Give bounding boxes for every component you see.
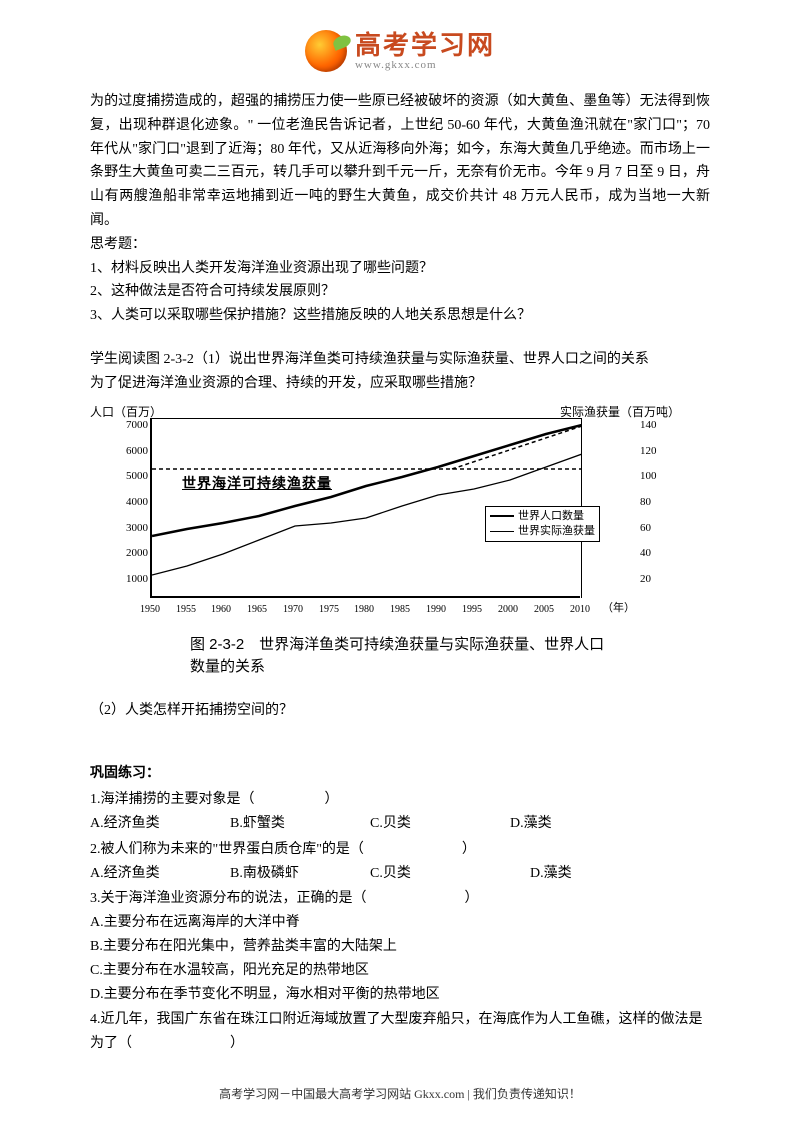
y-tick-r: 80 [640, 493, 670, 512]
practice-stem: 2.被人们称为未来的"世界蛋白质仓库"的是（ ） [90, 838, 710, 862]
chart-2-3-2: 人口（百万） 实际渔获量（百万吨） 世界海洋可持续渔获量 世界人口数量 世界实际… [90, 402, 620, 632]
question-sub-2: （2）人类怎样开拓捕捞空间的？ [90, 699, 710, 723]
practice-item-1: 1.海洋捕捞的主要对象是（ ） A.经济鱼类 B.虾蟹类 C.贝类 D.藻类 [90, 788, 710, 836]
y-tick-r: 100 [640, 467, 670, 486]
logo-icon [305, 30, 347, 72]
practice-stem: 1.海洋捕捞的主要对象是（ ） [90, 788, 710, 812]
x-tick: 1955 [176, 601, 196, 618]
practice-section: 巩固练习： 1.海洋捕捞的主要对象是（ ） A.经济鱼类 B.虾蟹类 C.贝类 … [90, 762, 710, 1056]
question-3: 3、人类可以采取哪些保护措施？这些措施反映的人地关系思想是什么？ [90, 304, 710, 328]
x-tick: 2005 [534, 601, 554, 618]
reading-line-2: 为了促进海洋渔业资源的合理、持续的开发，应采取哪些措施？ [90, 372, 710, 396]
option-d: D.藻类 [530, 862, 650, 886]
sustainable-line-label: 世界海洋可持续渔获量 [182, 472, 332, 496]
question-2: 2、这种做法是否符合可持续发展原则？ [90, 280, 710, 304]
reading-line-1: 学生阅读图 2-3-2（1）说出世界海洋鱼类可持续渔获量与实际渔获量、世界人口之… [90, 348, 710, 372]
intro-text: 为的过度捕捞造成的，超强的捕捞压力使一些原已经被破坏的资源（如大黄鱼、墨鱼等）无… [90, 90, 710, 233]
option-line: B.主要分布在阳光集中，营养盐类丰富的大陆架上 [90, 935, 710, 959]
y-tick-r: 120 [640, 442, 670, 461]
x-tick: 1970 [283, 601, 303, 618]
practice-stem: 4.近几年，我国广东省在珠江口附近海域放置了大型废弃船只，在海底作为人工鱼礁，这… [90, 1008, 710, 1056]
x-tick: 1960 [211, 601, 231, 618]
chart-caption: 图 2-3-2 世界海洋鱼类可持续渔获量与实际渔获量、世界人口数量的关系 [190, 634, 610, 679]
option-d: D.藻类 [510, 812, 630, 836]
reading-section: 学生阅读图 2-3-2（1）说出世界海洋鱼类可持续渔获量与实际渔获量、世界人口之… [90, 348, 710, 396]
option-b: B.虾蟹类 [230, 812, 370, 836]
option-b: B.南极磷虾 [230, 862, 370, 886]
question-1: 1、材料反映出人类开发海洋渔业资源出现了哪些问题？ [90, 257, 710, 281]
y-tick-r: 60 [640, 519, 670, 538]
y-tick: 5000 [114, 467, 148, 486]
practice-item-2: 2.被人们称为未来的"世界蛋白质仓库"的是（ ） A.经济鱼类 B.南极磷虾 C… [90, 838, 710, 886]
logo-title: 高考学习网 [355, 31, 495, 60]
option-a: A.经济鱼类 [90, 862, 230, 886]
practice-options: A.经济鱼类 B.虾蟹类 C.贝类 D.藻类 [90, 812, 710, 836]
y-tick: 4000 [114, 493, 148, 512]
page-footer: 高考学习网－中国最大高考学习网站 Gkxx.com | 我们负责传递知识！ [0, 1084, 800, 1104]
option-line: A.主要分布在远离海岸的大洋中脊 [90, 911, 710, 935]
legend-line-icon [490, 515, 514, 517]
practice-heading: 巩固练习： [90, 762, 710, 786]
legend-item-catch: 世界实际渔获量 [490, 524, 595, 539]
y-tick: 3000 [114, 519, 148, 538]
practice-options: A.经济鱼类 B.南极磷虾 C.贝类 D.藻类 [90, 862, 710, 886]
legend-item-population: 世界人口数量 [490, 509, 595, 524]
logo-text: 高考学习网 www.gkxx.com [355, 31, 495, 72]
option-line: C.主要分布在水温较高，阳光充足的热带地区 [90, 959, 710, 983]
y-tick: 1000 [114, 570, 148, 589]
x-tick: 1950 [140, 601, 160, 618]
option-line: D.主要分布在季节变化不明显，海水相对平衡的热带地区 [90, 983, 710, 1007]
x-tick: 1975 [319, 601, 339, 618]
option-c: C.贝类 [370, 812, 510, 836]
x-tick: 1965 [247, 601, 267, 618]
y-tick-r: 40 [640, 544, 670, 563]
x-tick: 1990 [426, 601, 446, 618]
practice-stem: 3.关于海洋渔业资源分布的说法，正确的是（ ） [90, 887, 710, 911]
option-a: A.经济鱼类 [90, 812, 230, 836]
y-tick-r: 140 [640, 416, 670, 435]
think-label: 思考题： [90, 233, 710, 257]
page-header: 高考学习网 www.gkxx.com [90, 30, 710, 72]
x-tick: 2000 [498, 601, 518, 618]
y-tick-r: 20 [640, 570, 670, 589]
chart-plot-area: 世界海洋可持续渔获量 世界人口数量 世界实际渔获量 [150, 418, 580, 598]
logo-subtitle: www.gkxx.com [355, 59, 437, 71]
option-c: C.贝类 [370, 862, 530, 886]
x-tick: 1985 [390, 601, 410, 618]
x-tick: 2010 [570, 601, 590, 618]
y-tick: 2000 [114, 544, 148, 563]
intro-paragraph: 为的过度捕捞造成的，超强的捕捞压力使一些原已经被破坏的资源（如大黄鱼、墨鱼等）无… [90, 90, 710, 328]
practice-item-4: 4.近几年，我国广东省在珠江口附近海域放置了大型废弃船只，在海底作为人工鱼礁，这… [90, 1008, 710, 1056]
chart-legend: 世界人口数量 世界实际渔获量 [485, 506, 600, 543]
y-tick: 7000 [114, 416, 148, 435]
x-axis-unit: （年） [602, 599, 635, 618]
x-tick: 1980 [354, 601, 374, 618]
legend-line-icon [490, 531, 514, 532]
y-tick: 6000 [114, 442, 148, 461]
x-tick: 1995 [462, 601, 482, 618]
practice-item-3: 3.关于海洋渔业资源分布的说法，正确的是（ ） A.主要分布在远离海岸的大洋中脊… [90, 887, 710, 1006]
